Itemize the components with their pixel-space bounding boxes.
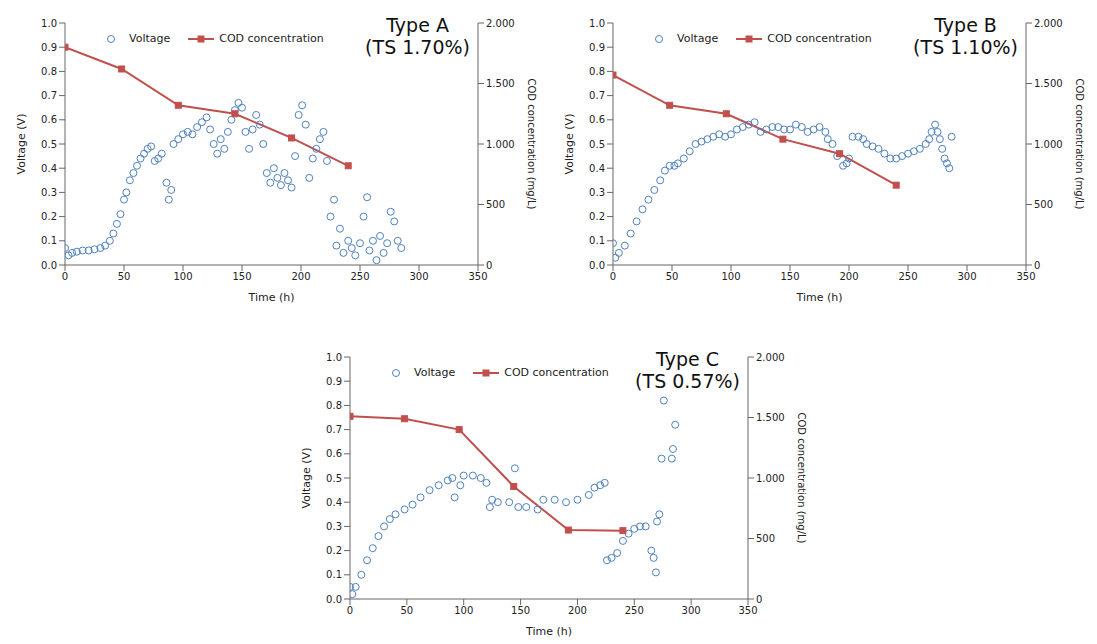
svg-text:500: 500 xyxy=(1034,199,1053,210)
svg-text:50: 50 xyxy=(666,271,679,282)
svg-text:0.9: 0.9 xyxy=(589,42,605,53)
svg-text:100: 100 xyxy=(454,605,473,616)
svg-text:250: 250 xyxy=(625,605,644,616)
svg-text:0: 0 xyxy=(347,605,353,616)
svg-text:Time (h): Time (h) xyxy=(525,625,572,638)
svg-text:0.1: 0.1 xyxy=(41,235,57,246)
svg-text:1.0: 1.0 xyxy=(41,18,57,29)
html-text:Voltage: Voltage xyxy=(677,32,719,45)
svg-text:50: 50 xyxy=(400,605,413,616)
html-text:Type C: Type C xyxy=(656,348,719,370)
svg-text:0: 0 xyxy=(62,271,68,282)
svg-text:0.5: 0.5 xyxy=(326,473,342,484)
svg-text:0.0: 0.0 xyxy=(41,260,57,271)
svg-text:Voltage (V): Voltage (V) xyxy=(300,448,313,509)
html-text:COD concentration: COD concentration xyxy=(767,32,872,45)
svg-text:2.000: 2.000 xyxy=(756,352,785,363)
svg-text:0.0: 0.0 xyxy=(589,260,605,271)
svg-text:500: 500 xyxy=(756,533,775,544)
svg-text:150: 150 xyxy=(232,271,251,282)
svg-text:0.4: 0.4 xyxy=(589,163,605,174)
svg-text:150: 150 xyxy=(780,271,799,282)
svg-text:1.500: 1.500 xyxy=(1034,78,1063,89)
svg-text:0.2: 0.2 xyxy=(589,211,605,222)
svg-text:250: 250 xyxy=(898,271,917,282)
html-text:Type B: Type B xyxy=(934,14,997,36)
svg-text:1.500: 1.500 xyxy=(756,412,785,423)
html-text:Voltage: Voltage xyxy=(414,366,456,379)
svg-text:250: 250 xyxy=(350,271,369,282)
html-text:COD concentration: COD concentration xyxy=(219,32,324,45)
svg-text:0.2: 0.2 xyxy=(41,211,57,222)
html-text:Type A: Type A xyxy=(386,14,449,36)
svg-text:0.5: 0.5 xyxy=(41,139,57,150)
svg-text:1.000: 1.000 xyxy=(486,139,515,150)
svg-text:0.1: 0.1 xyxy=(326,569,342,580)
svg-text:50: 50 xyxy=(118,271,131,282)
svg-text:0.4: 0.4 xyxy=(41,163,57,174)
svg-text:0.2: 0.2 xyxy=(326,545,342,556)
svg-text:350: 350 xyxy=(738,605,757,616)
svg-text:COD concentration (mg/L): COD concentration (mg/L) xyxy=(796,412,807,543)
svg-text:0.7: 0.7 xyxy=(41,90,57,101)
html-text:(TS 1.10%): (TS 1.10%) xyxy=(913,36,1018,58)
svg-text:200: 200 xyxy=(291,271,310,282)
html-text:(TS 1.70%): (TS 1.70%) xyxy=(365,36,470,58)
svg-text:0.3: 0.3 xyxy=(326,521,342,532)
svg-text:0.6: 0.6 xyxy=(41,114,57,125)
svg-text:100: 100 xyxy=(173,271,192,282)
svg-text:0.3: 0.3 xyxy=(589,187,605,198)
svg-text:0.1: 0.1 xyxy=(589,235,605,246)
svg-text:Voltage (V): Voltage (V) xyxy=(563,114,576,175)
svg-text:1.000: 1.000 xyxy=(1034,139,1063,150)
svg-text:0.9: 0.9 xyxy=(326,376,342,387)
svg-text:500: 500 xyxy=(486,199,505,210)
svg-text:0.7: 0.7 xyxy=(326,424,342,435)
svg-text:0: 0 xyxy=(610,271,616,282)
svg-text:0.3: 0.3 xyxy=(41,187,57,198)
svg-text:350: 350 xyxy=(1016,271,1035,282)
svg-text:300: 300 xyxy=(409,271,428,282)
svg-text:0.8: 0.8 xyxy=(41,66,57,77)
html-text:COD concentration: COD concentration xyxy=(504,366,609,379)
svg-text:COD concentration (mg/L): COD concentration (mg/L) xyxy=(1074,78,1085,209)
svg-text:0: 0 xyxy=(756,594,762,605)
svg-text:0: 0 xyxy=(1034,260,1040,271)
svg-text:0.6: 0.6 xyxy=(589,114,605,125)
svg-text:Voltage (V): Voltage (V) xyxy=(15,114,28,175)
svg-text:150: 150 xyxy=(511,605,530,616)
svg-text:0.8: 0.8 xyxy=(326,400,342,411)
svg-text:1.0: 1.0 xyxy=(589,18,605,29)
svg-text:1.500: 1.500 xyxy=(486,78,515,89)
svg-text:2.000: 2.000 xyxy=(1034,18,1063,29)
svg-text:300: 300 xyxy=(957,271,976,282)
svg-text:Time (h): Time (h) xyxy=(248,291,295,304)
svg-text:300: 300 xyxy=(682,605,701,616)
svg-text:0.0: 0.0 xyxy=(326,594,342,605)
svg-text:2.000: 2.000 xyxy=(486,18,515,29)
svg-text:0.8: 0.8 xyxy=(589,66,605,77)
svg-text:0.9: 0.9 xyxy=(41,42,57,53)
svg-text:COD concentration (mg/L): COD concentration (mg/L) xyxy=(526,78,537,209)
svg-text:200: 200 xyxy=(568,605,587,616)
svg-text:Time (h): Time (h) xyxy=(796,291,843,304)
svg-text:0: 0 xyxy=(486,260,492,271)
svg-text:100: 100 xyxy=(721,271,740,282)
svg-text:0.4: 0.4 xyxy=(326,497,342,508)
svg-text:0.7: 0.7 xyxy=(589,90,605,101)
svg-text:1.0: 1.0 xyxy=(326,352,342,363)
svg-text:0.5: 0.5 xyxy=(589,139,605,150)
svg-text:1.000: 1.000 xyxy=(756,473,785,484)
svg-text:200: 200 xyxy=(839,271,858,282)
svg-text:0.6: 0.6 xyxy=(326,448,342,459)
html-text:Voltage: Voltage xyxy=(129,32,171,45)
html-text:(TS 0.57%): (TS 0.57%) xyxy=(635,370,740,392)
svg-text:350: 350 xyxy=(468,271,487,282)
